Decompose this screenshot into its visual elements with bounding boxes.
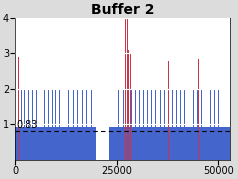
Bar (131, 89, 132, 160)
Bar (21, 89, 22, 160)
Bar (188, 89, 189, 160)
Bar (151, 89, 152, 160)
Bar (168, 61, 169, 160)
Bar (198, 59, 199, 160)
Bar (218, 89, 219, 160)
Bar (184, 89, 185, 160)
Bar (168, 89, 169, 160)
Bar (55, 89, 56, 160)
Title: Buffer 2: Buffer 2 (91, 3, 154, 17)
Bar (68, 89, 69, 160)
Bar (127, 89, 128, 160)
Bar (52, 89, 53, 160)
Bar (123, 89, 124, 160)
Text: 0.83: 0.83 (16, 120, 37, 130)
Bar (210, 89, 211, 160)
Bar (139, 89, 140, 160)
Bar (32, 89, 33, 160)
Bar (143, 89, 144, 160)
Bar (125, 18, 126, 160)
Bar (193, 89, 194, 160)
Bar (44, 89, 45, 160)
Bar (18, 57, 19, 160)
Bar (214, 89, 215, 160)
Bar (180, 89, 181, 160)
Bar (197, 54, 198, 160)
Bar (28, 89, 30, 160)
Bar (227, 89, 228, 160)
Bar (127, 18, 128, 160)
Bar (172, 89, 173, 160)
Bar (82, 89, 83, 160)
Bar (73, 89, 74, 160)
Bar (91, 89, 92, 160)
Bar (130, 54, 131, 160)
Bar (48, 89, 49, 160)
Bar (176, 89, 177, 160)
Bar (36, 89, 37, 160)
Bar (155, 89, 156, 160)
Bar (118, 89, 119, 160)
Bar (86, 89, 87, 160)
Bar (135, 89, 136, 160)
Bar (147, 89, 148, 160)
Bar (24, 89, 25, 160)
Bar (77, 89, 78, 160)
